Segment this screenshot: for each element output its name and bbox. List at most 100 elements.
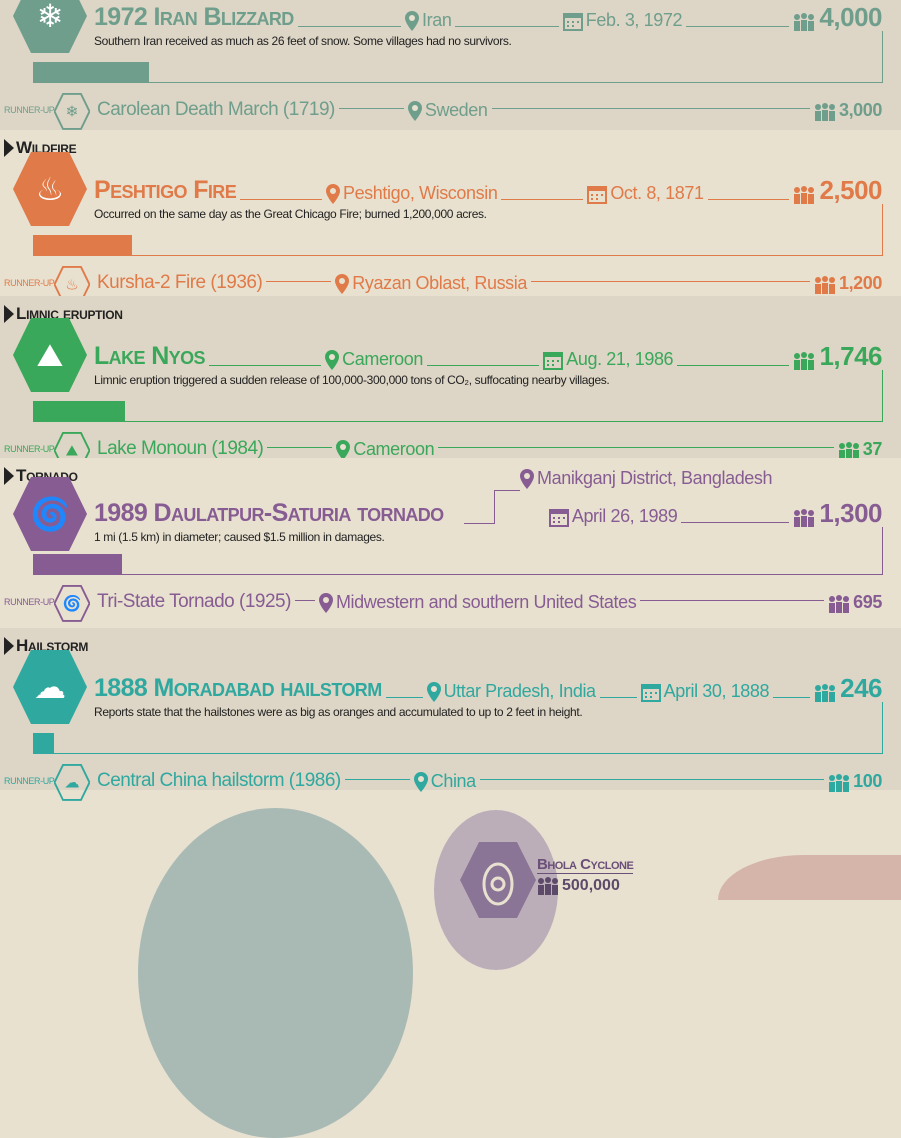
location-pin-icon (325, 184, 340, 204)
event-deaths: 2,500 (793, 176, 883, 204)
calendar-icon (543, 352, 564, 370)
runner-up-deaths: 100 (828, 770, 882, 792)
connector-line (681, 522, 790, 523)
runner-up-label: Runner-up (4, 776, 55, 786)
calendar-icon (640, 684, 661, 702)
tornado-icon: 🌀 (13, 477, 87, 551)
event-title: 1972 Iran Blizzard (94, 3, 294, 31)
event-description: Occurred on the same day as the Great Ch… (94, 207, 487, 221)
runner-up-location: Cameroon (336, 438, 435, 460)
connector-line (297, 26, 402, 27)
death-toll-bar (33, 62, 149, 83)
runner-up-deaths: 3,000 (814, 99, 882, 121)
connector-line (267, 446, 333, 448)
triangle-marker-icon (4, 637, 14, 655)
section-limnic: Limnic eruption ⛰ Lake Nyos Cameroon Aug.… (0, 296, 901, 469)
svg-text:♨: ♨ (36, 170, 65, 208)
svg-text:♨: ♨ (65, 276, 79, 294)
section-blizzard: ❄ 1972 Iran Blizzard Iran Feb. 3, 1972 4… (0, 0, 901, 130)
connector-line (427, 365, 540, 366)
event-frame (33, 31, 883, 83)
location-pin-icon (426, 682, 441, 702)
connector-line (677, 365, 790, 366)
death-toll-bar (33, 554, 122, 575)
event-location: Iran (405, 9, 452, 31)
event-deaths: 1,746 (793, 342, 883, 370)
runner-up-label: Runner-up (4, 105, 55, 115)
runner-up-location: Ryazan Oblast, Russia (335, 272, 527, 294)
triangle-marker-icon (4, 467, 14, 485)
runner-up-deaths: 1,200 (814, 272, 882, 294)
connector-line (294, 599, 315, 601)
section-tornado: Tornado 🌀 Manikganj District, Bangladesh 1… (0, 458, 901, 628)
event-frame (33, 204, 883, 256)
cyclone-icon (460, 840, 536, 920)
section-wildfire: Wildfire ♨ Peshtigo Fire Peshtigo, Wiscon… (0, 130, 901, 303)
event-frame (33, 370, 883, 422)
runner-up-name: Lake Monoun (1984) (97, 438, 264, 459)
death-toll-bar (33, 733, 54, 754)
location-pin-icon (413, 772, 428, 792)
location-connector (494, 490, 495, 524)
connector-line (640, 599, 825, 601)
circle-teal (138, 808, 413, 1138)
connector-line (344, 778, 410, 780)
location-pin-icon (407, 101, 422, 121)
triangle-marker-icon (4, 139, 14, 157)
event-frame (33, 702, 883, 754)
location-pin-icon (405, 11, 420, 31)
svg-text:🌀: 🌀 (30, 495, 70, 533)
location-pin-icon (325, 350, 340, 370)
connector-line (338, 107, 404, 109)
event-location: Cameroon (325, 348, 423, 370)
location-pin-icon (520, 469, 534, 489)
connector-line (438, 446, 834, 448)
svg-text:☁: ☁ (34, 668, 66, 706)
connector-line (491, 107, 810, 109)
runner-up-location: Sweden (407, 99, 488, 121)
blizzard-icon: ❄ (13, 0, 87, 53)
people-icon (794, 186, 815, 204)
connector-line (455, 26, 559, 27)
runner-up-name: Central China hailstorm (1986) (97, 770, 341, 791)
event-location: Peshtigo, Wisconsin (325, 182, 498, 204)
runner-up-name: Carolean Death March (1719) (97, 99, 335, 120)
location-line (464, 523, 494, 524)
people-icon (794, 352, 815, 370)
svg-text:⛰: ⛰ (66, 442, 79, 460)
svg-text:⛰: ⛰ (37, 336, 64, 374)
event-frame (33, 527, 883, 575)
runner-up-label: Runner-up (4, 597, 55, 607)
triangle-marker-icon (4, 305, 14, 323)
event-location: Manikganj District, Bangladesh (520, 467, 773, 489)
wildfire-icon: ♨ (13, 152, 87, 226)
connector-line (479, 778, 825, 780)
runner-up-label: Runner-up (4, 444, 55, 454)
location-pin-icon (336, 440, 351, 460)
hailstorm-icon: ☁ (13, 650, 87, 724)
section-hailstorm: Hailstorm ☁ 1888 Moradabad hailstorm Utta… (0, 628, 901, 801)
connector-line (385, 697, 423, 698)
event-date: April 30, 1888 (640, 680, 770, 702)
svg-text:☁: ☁ (64, 774, 79, 792)
runner-up-row: Runner-up ⛰ Lake Monoun (1984) Cameroon … (4, 432, 882, 469)
blizzard-icon: ❄ (53, 93, 91, 130)
people-icon (815, 684, 836, 702)
event-description: Southern Iran received as much as 26 fee… (94, 34, 512, 48)
svg-text:❄: ❄ (66, 103, 79, 121)
event-deaths: 1,300 (793, 499, 882, 527)
limnic-eruption-icon: ⛰ (13, 318, 87, 392)
event-title: 1888 Moradabad hailstorm (94, 674, 382, 702)
runner-up-deaths: 695 (828, 591, 882, 613)
connector-line (266, 280, 332, 282)
tornado-icon: 🌀 (53, 585, 91, 622)
people-icon (538, 877, 558, 895)
event-title: 1989 Daulatpur-Saturia tornado (94, 499, 444, 527)
people-icon (794, 13, 815, 31)
connector-line (530, 280, 810, 282)
runner-up-label: Runner-up (4, 278, 55, 288)
death-toll-bar (33, 401, 125, 422)
location-connector-top (494, 490, 520, 491)
runner-up-name: Tri-State Tornado (1925) (97, 591, 291, 612)
death-toll-bar (33, 235, 132, 256)
